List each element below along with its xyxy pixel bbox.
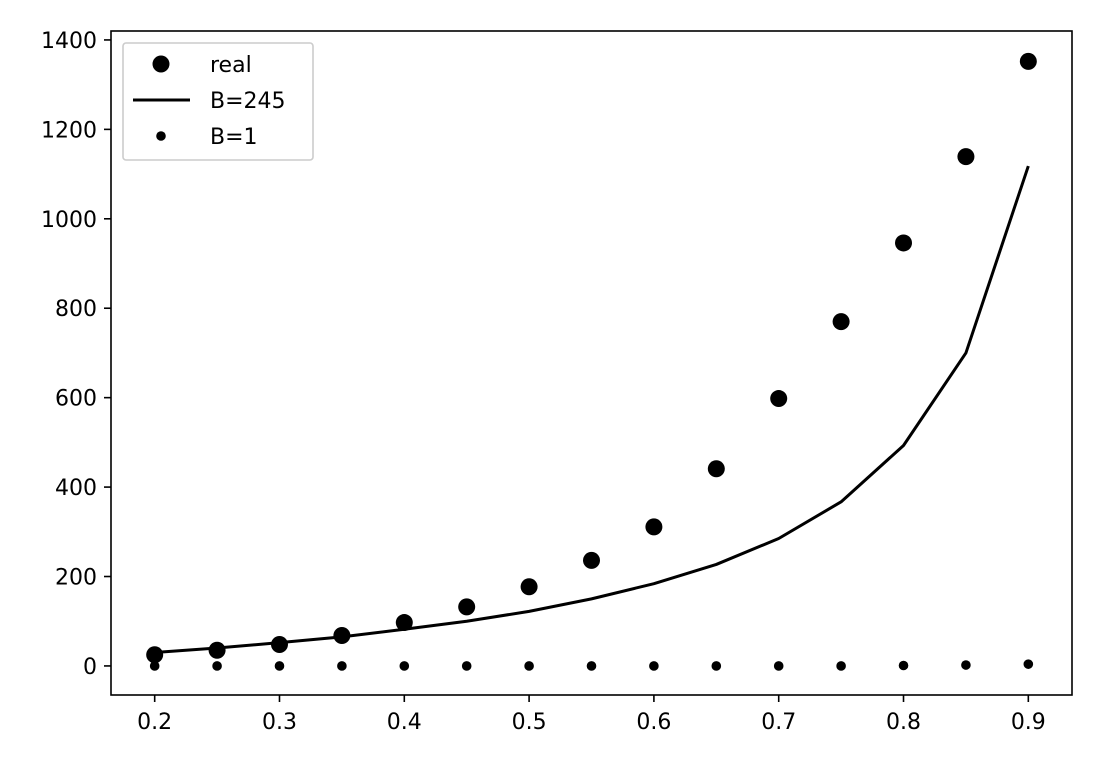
data-point-b-1 [773,661,784,671]
data-point-b-1 [836,661,846,671]
y-tick-label: 200 [55,566,97,591]
data-point-b-1 [461,661,472,671]
data-point-b-1 [149,661,160,671]
data-point-real [270,635,288,653]
data-point-real [146,646,164,664]
legend-label-b-245: B=245 [210,89,286,114]
x-tick-label: 0.5 [512,710,547,735]
x-tick-label: 0.7 [761,710,796,735]
data-point-real [957,148,975,166]
y-tick-label: 1400 [41,29,97,54]
y-tick-label: 600 [55,387,97,412]
y-tick-label: 1000 [41,208,97,233]
data-point-b-1 [274,661,285,671]
data-point-b-1 [524,661,534,671]
data-point-b-1 [212,661,222,671]
y-tick-label: 1200 [41,118,97,143]
legend-marker-b-1 [156,131,166,141]
data-point-b-1 [337,661,347,671]
legend-label-b-1: B=1 [210,125,258,150]
y-tick-label: 400 [55,476,97,501]
x-tick-label: 0.8 [886,710,921,735]
axes-frame [110,30,1073,696]
data-point-b-1 [961,660,971,670]
data-point-b-1 [586,661,597,671]
legend-box [122,42,314,161]
data-point-real [583,551,600,569]
data-point-real [395,614,413,632]
data-point-real [832,313,850,331]
data-point-b-1 [898,660,909,671]
x-tick-label: 0.3 [262,710,297,735]
legend-marker-real [152,55,170,73]
legend-label-real: real [210,53,252,78]
data-point-real [458,598,476,616]
data-point-real [895,234,913,252]
x-tick-label: 0.9 [1011,710,1046,735]
data-point-b-1 [1023,659,1034,669]
data-point-b-1 [399,661,410,671]
series-line-b-245 [154,165,1030,655]
data-point-real [707,460,725,478]
x-tick-label: 0.6 [636,710,671,735]
x-tick-label: 0.4 [387,710,422,735]
legend: real B=245 B=1 [122,42,314,161]
plot-area [146,52,1037,671]
y-tick-label: 0 [83,655,97,680]
axes: 0.2 0.3 0.4 0.5 0.6 0.7 0.8 0.9 0 200 400 600 800 100… [41,29,1073,735]
x-tick-label: 0.2 [137,710,172,735]
data-point-b-1 [649,661,659,671]
data-point-real [645,518,663,536]
data-point-b-1 [711,661,722,671]
y-tick-label: 800 [55,297,97,322]
data-point-real [208,641,226,659]
data-point-real [520,578,538,596]
data-point-real [1019,52,1037,70]
data-point-real [770,390,788,408]
